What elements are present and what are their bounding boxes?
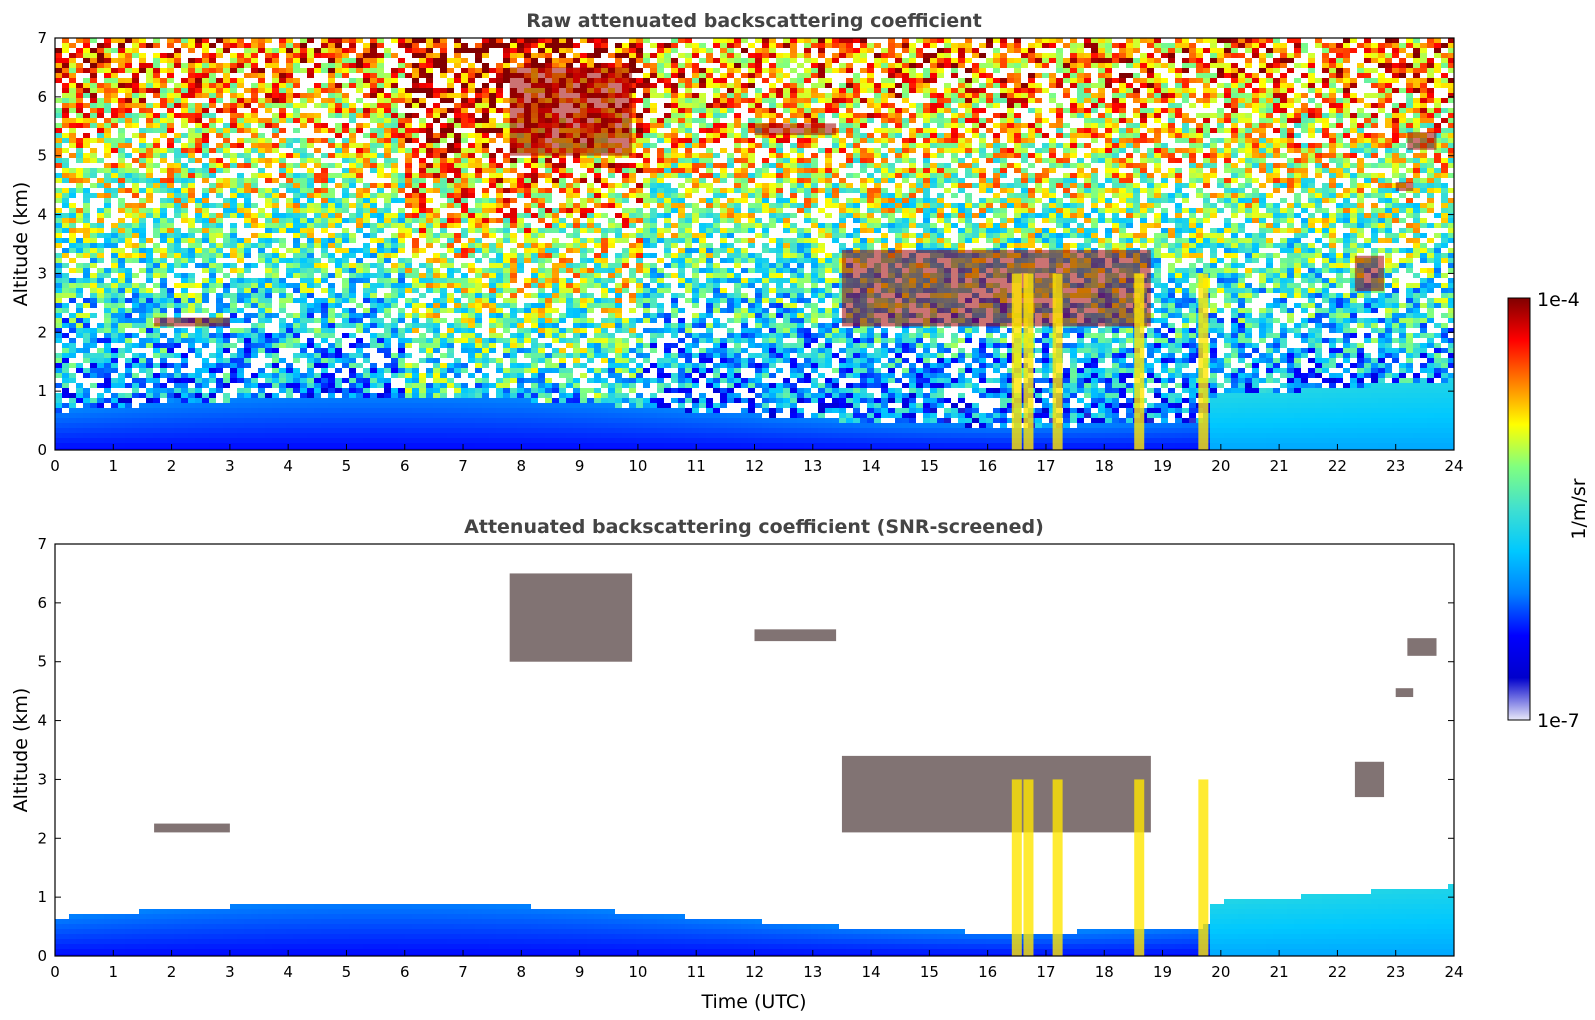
y-tick-label: 6 bbox=[37, 88, 47, 106]
x-tick-label: 8 bbox=[517, 963, 527, 981]
x-tick-label: 23 bbox=[1386, 457, 1405, 475]
x-tick-label: 18 bbox=[1095, 457, 1114, 475]
ylabel-raw: Altitude (km) bbox=[10, 182, 32, 307]
x-tick-label: 22 bbox=[1328, 457, 1347, 475]
x-tick-label: 16 bbox=[978, 963, 997, 981]
x-tick-label: 11 bbox=[687, 963, 706, 981]
colorbar-gradient bbox=[1507, 297, 1531, 721]
x-tick-label: 19 bbox=[1153, 457, 1172, 475]
x-tick-label: 7 bbox=[458, 963, 468, 981]
x-tick-label: 23 bbox=[1386, 963, 1405, 981]
x-tick-label: 24 bbox=[1444, 963, 1463, 981]
y-tick-label: 2 bbox=[37, 829, 47, 847]
x-tick-label: 21 bbox=[1270, 457, 1289, 475]
x-tick-label: 12 bbox=[745, 457, 764, 475]
x-tick-label: 1 bbox=[109, 963, 119, 981]
x-tick-label: 20 bbox=[1211, 963, 1230, 981]
x-tick-label: 0 bbox=[50, 457, 60, 475]
y-axis-raw: 0 1 2 3 4 5 6 7 bbox=[37, 29, 1454, 459]
x-tick-label: 13 bbox=[803, 963, 822, 981]
panel-raw-title: Raw attenuated backscattering coefficien… bbox=[526, 10, 982, 32]
x-tick-label: 17 bbox=[1036, 963, 1055, 981]
x-tick-label: 3 bbox=[225, 963, 235, 981]
x-tick-label: 21 bbox=[1270, 963, 1289, 981]
x-tick-label: 15 bbox=[920, 963, 939, 981]
x-tick-label: 16 bbox=[978, 457, 997, 475]
x-tick-label: 14 bbox=[862, 963, 881, 981]
y-tick-label: 2 bbox=[37, 323, 47, 341]
x-tick-label: 10 bbox=[628, 457, 647, 475]
panel-raw: Raw attenuated backscattering coefficien… bbox=[10, 10, 1464, 475]
y-axis-screened: 0 1 2 3 4 5 6 7 bbox=[37, 535, 1454, 965]
y-tick-label: 7 bbox=[37, 535, 47, 553]
y-tick-label: 5 bbox=[37, 147, 47, 165]
y-tick-label: 5 bbox=[37, 653, 47, 671]
x-tick-label: 17 bbox=[1036, 457, 1055, 475]
y-tick-label: 0 bbox=[37, 441, 47, 459]
x-tick-label: 9 bbox=[575, 457, 585, 475]
x-tick-label: 10 bbox=[628, 963, 647, 981]
x-tick-label: 3 bbox=[225, 457, 235, 475]
y-tick-label: 0 bbox=[37, 947, 47, 965]
panel-screened: Attenuated backscattering coefficient (S… bbox=[10, 516, 1464, 1013]
x-tick-label: 24 bbox=[1444, 457, 1463, 475]
x-tick-label: 6 bbox=[400, 457, 410, 475]
colorbar-min-label: 1e-7 bbox=[1537, 710, 1580, 732]
x-tick-label: 5 bbox=[342, 457, 352, 475]
colorbar: 1e-4 1e-7 1/m/sr bbox=[1507, 289, 1590, 732]
x-tick-label: 4 bbox=[283, 963, 293, 981]
y-tick-label: 1 bbox=[37, 888, 47, 906]
x-tick-label: 2 bbox=[167, 457, 177, 475]
x-tick-label: 7 bbox=[458, 457, 468, 475]
x-tick-label: 0 bbox=[50, 963, 60, 981]
y-tick-label: 4 bbox=[37, 712, 47, 730]
x-tick-label: 19 bbox=[1153, 963, 1172, 981]
x-tick-label: 11 bbox=[687, 457, 706, 475]
colorbar-unit-label: 1/m/sr bbox=[1568, 478, 1590, 539]
x-tick-label: 1 bbox=[109, 457, 119, 475]
x-tick-label: 18 bbox=[1095, 963, 1114, 981]
y-tick-label: 6 bbox=[37, 594, 47, 612]
x-tick-label: 9 bbox=[575, 963, 585, 981]
x-tick-label: 8 bbox=[517, 457, 527, 475]
x-tick-label: 14 bbox=[862, 457, 881, 475]
panel-screened-title: Attenuated backscattering coefficient (S… bbox=[464, 516, 1044, 538]
x-tick-label: 2 bbox=[167, 963, 177, 981]
y-tick-label: 3 bbox=[37, 264, 47, 282]
y-tick-label: 7 bbox=[37, 29, 47, 47]
x-tick-label: 4 bbox=[283, 457, 293, 475]
x-tick-label: 5 bbox=[342, 963, 352, 981]
y-tick-label: 3 bbox=[37, 770, 47, 788]
y-tick-label: 1 bbox=[37, 382, 47, 400]
y-tick-label: 4 bbox=[37, 206, 47, 224]
x-tick-label: 22 bbox=[1328, 963, 1347, 981]
xlabel-screened: Time (UTC) bbox=[700, 991, 806, 1013]
x-tick-label: 13 bbox=[803, 457, 822, 475]
ylabel-screened: Altitude (km) bbox=[10, 688, 32, 813]
x-tick-label: 20 bbox=[1211, 457, 1230, 475]
x-tick-label: 12 bbox=[745, 963, 764, 981]
x-tick-label: 15 bbox=[920, 457, 939, 475]
x-axis-screened: 0 1 2 3 4 5 6 7 8 9 10 11 12 13 14 15 16 17 18 19 20 21 22 23 24 bbox=[50, 950, 1464, 981]
plot-area-raw bbox=[55, 38, 1454, 450]
x-tick-label: 6 bbox=[400, 963, 410, 981]
plot-area-screened bbox=[55, 544, 1454, 956]
x-axis-raw: 0 1 2 3 4 5 6 7 8 9 10 11 12 13 14 15 16 17 18 19 20 21 22 23 24 bbox=[50, 444, 1464, 475]
colorbar-max-label: 1e-4 bbox=[1537, 289, 1580, 311]
